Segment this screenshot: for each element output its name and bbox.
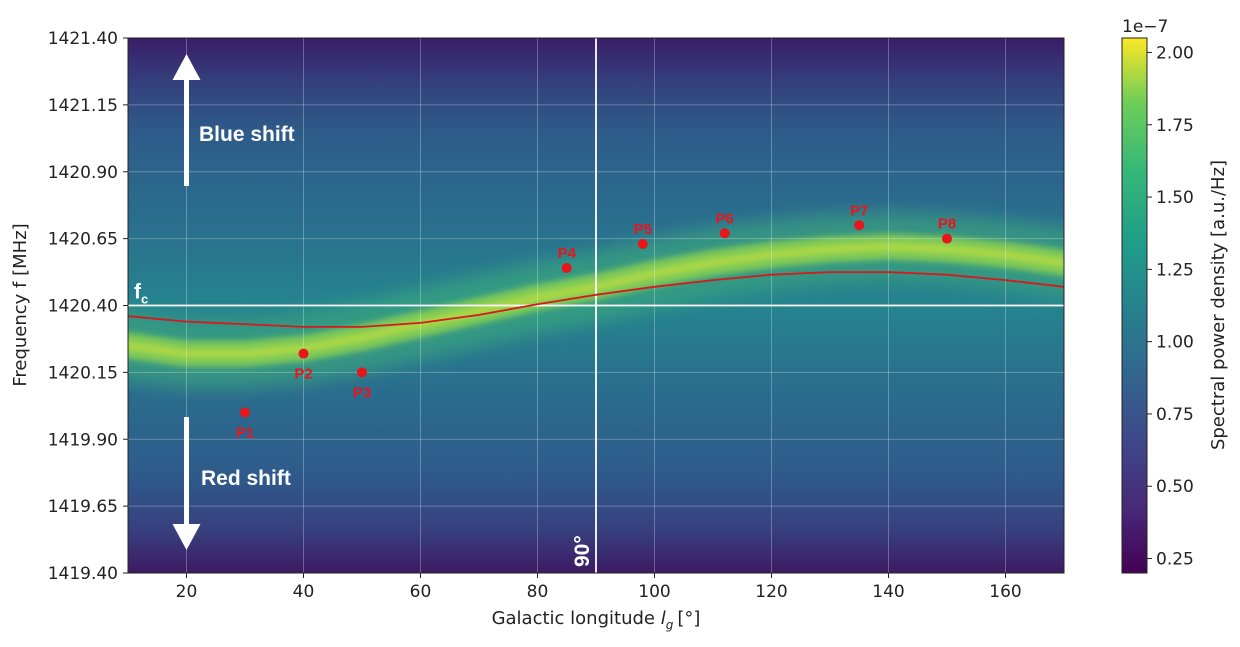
y-tick-label: 1420.40 (48, 297, 118, 317)
colorbar-tick-label: 0.25 (1156, 550, 1194, 570)
colorbar-label: Spectral power density [a.u./Hz] (1208, 160, 1229, 450)
colorbar-tick-label: 0.75 (1156, 405, 1194, 425)
red-shift-label: Red shift (201, 467, 291, 490)
center-frequency-label-subscript: c (141, 292, 148, 307)
x-tick-label: 120 (755, 582, 787, 602)
y-tick-label: 1421.15 (48, 96, 118, 116)
heatmap-layer (128, 38, 1064, 573)
blue-shift-label: Blue shift (199, 123, 295, 146)
data-point-label: P8 (938, 216, 956, 233)
colorbar-tick-label: 2.00 (1156, 43, 1194, 63)
vertical-marker-label: 90° (571, 535, 594, 567)
data-point (854, 220, 865, 231)
x-axis-label-unit: [°] (677, 608, 700, 629)
data-point-label: P6 (716, 210, 734, 227)
colorbar-tick-label: 1.75 (1156, 116, 1194, 136)
x-axis-label-symbol: l (661, 608, 666, 629)
data-point (298, 348, 309, 359)
x-axis-label-text: Galactic longitude (492, 608, 655, 629)
data-point (719, 228, 730, 239)
data-point (637, 238, 648, 249)
colorbar-tick-label: 1.50 (1156, 188, 1194, 208)
x-tick-label: 60 (410, 582, 432, 602)
data-point-label: P4 (558, 245, 577, 262)
x-axis-label-subscript: g (666, 618, 674, 632)
y-tick-label: 1420.90 (48, 163, 118, 183)
data-point (942, 233, 952, 244)
y-tick-label: 1419.40 (48, 564, 118, 584)
y-tick-label: 1419.65 (48, 497, 118, 517)
y-tick-label: 1421.40 (48, 29, 118, 49)
data-point-label: P5 (634, 221, 652, 238)
x-tick-label: 20 (176, 582, 198, 602)
data-point-label: P7 (850, 202, 868, 219)
data-point-label: P3 (353, 384, 371, 401)
colorbar-tick-label: 0.50 (1156, 477, 1194, 497)
x-tick-label: 100 (638, 582, 670, 602)
x-tick-label: 160 (989, 582, 1021, 602)
y-tick-label: 1420.15 (48, 363, 118, 383)
x-axis-label: Galactic longitude lg [°] (492, 608, 701, 632)
data-point (240, 407, 250, 418)
data-point-label: P1 (236, 425, 254, 442)
blue-shift-arrowhead (172, 54, 201, 80)
colorbar-tick-label: 1.25 (1156, 260, 1194, 280)
x-tick-label: 140 (872, 582, 904, 602)
colorbar: 0.25 0.50 0.75 1.00 1.25 1.50 1.75 2.00 (1121, 37, 1194, 574)
data-point (561, 263, 572, 274)
data-point-label: P2 (294, 366, 312, 383)
x-tick-label: 40 (293, 582, 315, 602)
colorbar-tick-label: 1.00 (1156, 333, 1194, 353)
colorbar-scale-label: 1e−7 (1122, 17, 1168, 37)
x-tick-label: 80 (527, 582, 549, 602)
red-shift-arrowhead (172, 524, 201, 550)
colorbar-gradient (1121, 37, 1148, 574)
fit-curve (128, 271, 1064, 328)
data-point (357, 367, 367, 378)
x-axis: 20 40 60 80 100 120 140 160 (176, 573, 1022, 602)
y-axis-label: Frequency f [MHz] (10, 223, 31, 386)
y-tick-label: 1420.65 (48, 230, 118, 250)
y-axis: 1419.40 1419.65 1419.90 1420.15 1420.40 1420.… (48, 29, 128, 584)
y-tick-label: 1419.90 (48, 430, 118, 450)
